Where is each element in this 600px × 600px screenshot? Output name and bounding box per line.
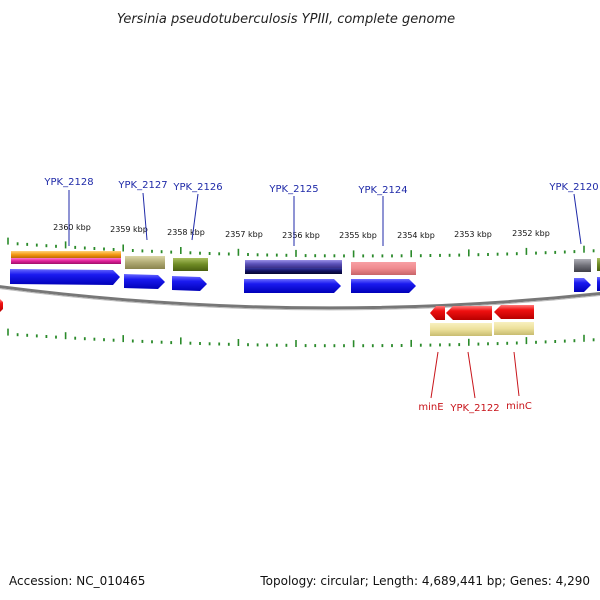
gene-label-mine[interactable]: minE: [418, 402, 443, 413]
scale-label: 2354 kbp: [397, 231, 435, 240]
outer-tick-ring: [7, 237, 595, 258]
reverse-cds-track: [0, 299, 534, 320]
gene-label-ypk-2124[interactable]: YPK_2124: [357, 185, 407, 196]
cds-ypk-2125[interactable]: [244, 279, 341, 293]
accession-text: Accession: NC_010465: [9, 574, 145, 588]
gene-label-ypk-2126[interactable]: YPK_2126: [172, 182, 222, 193]
gene-label-ypk-2125[interactable]: YPK_2125: [268, 184, 318, 195]
salmon-feature-bar[interactable]: [351, 262, 416, 275]
cds-ypk-2128[interactable]: [10, 269, 120, 285]
pale-feature-bar[interactable]: [430, 323, 492, 336]
scale-labels: 2360 kbp 2359 kbp 2358 kbp 2357 kbp 2356…: [53, 223, 550, 240]
leader-line: [513, 351, 520, 397]
leader-line: [191, 193, 199, 241]
slate-feature-bar[interactable]: [574, 259, 591, 272]
leader-line: [467, 351, 476, 399]
edge-feature-bar[interactable]: [597, 258, 600, 271]
purple-feature-bar[interactable]: [245, 260, 342, 268]
olive-feature-bar[interactable]: [173, 258, 208, 271]
gene-label-ypk-2128[interactable]: YPK_2128: [43, 177, 93, 188]
cds-ypk-2120[interactable]: [574, 278, 591, 292]
gene-label-minc[interactable]: minC: [506, 401, 532, 412]
feature-track-outer: [11, 251, 600, 275]
orange-feature-bar[interactable]: [11, 251, 121, 258]
scale-label: 2359 kbp: [110, 225, 148, 234]
leader-line: [573, 193, 582, 245]
map-title: Yersinia pseudotuberculosis YPIII, compl…: [117, 12, 455, 27]
cds-minc[interactable]: [494, 305, 534, 319]
genome-backbone: [0, 285, 600, 310]
leader-line: [430, 351, 439, 399]
scale-label: 2352 kbp: [512, 229, 550, 238]
cds-ypk-2122[interactable]: [446, 306, 492, 320]
cds-ypk-2124[interactable]: [351, 279, 416, 293]
cds-mine[interactable]: [430, 306, 445, 320]
top-gene-labels: YPK_2128 YPK_2127 YPK_2126 YPK_2125 YPK_…: [43, 177, 599, 246]
scale-label: 2355 kbp: [339, 231, 377, 240]
gene-label-ypk-2127[interactable]: YPK_2127: [117, 180, 167, 191]
bottom-gene-labels: minE YPK_2122 minC: [418, 351, 532, 414]
gene-label-ypk-2120[interactable]: YPK_2120: [548, 182, 598, 193]
scale-label: 2360 kbp: [53, 223, 91, 232]
scale-label: 2353 kbp: [454, 230, 492, 239]
inner-tick-ring: [7, 328, 595, 348]
cds-ypk-2126[interactable]: [172, 276, 207, 291]
leader-line: [142, 192, 148, 241]
pale-feature-bar[interactable]: [494, 322, 534, 335]
cds-edge-right[interactable]: [597, 277, 600, 291]
genome-summary-text: Topology: circular; Length: 4,689,441 bp…: [259, 574, 590, 588]
navy-feature-bar[interactable]: [245, 268, 342, 274]
scale-label: 2356 kbp: [282, 231, 320, 240]
feature-track-inner: [430, 322, 534, 336]
cds-ypk-2127[interactable]: [124, 274, 165, 289]
magenta-feature-bar[interactable]: [11, 258, 121, 264]
scale-label: 2357 kbp: [225, 230, 263, 239]
gene-label-ypk-2122[interactable]: YPK_2122: [449, 403, 499, 414]
scale-label: 2358 kbp: [167, 228, 205, 237]
cds-edge-left-reverse[interactable]: [0, 299, 3, 312]
forward-cds-track: [10, 269, 600, 293]
khaki-feature-bar[interactable]: [125, 256, 165, 269]
